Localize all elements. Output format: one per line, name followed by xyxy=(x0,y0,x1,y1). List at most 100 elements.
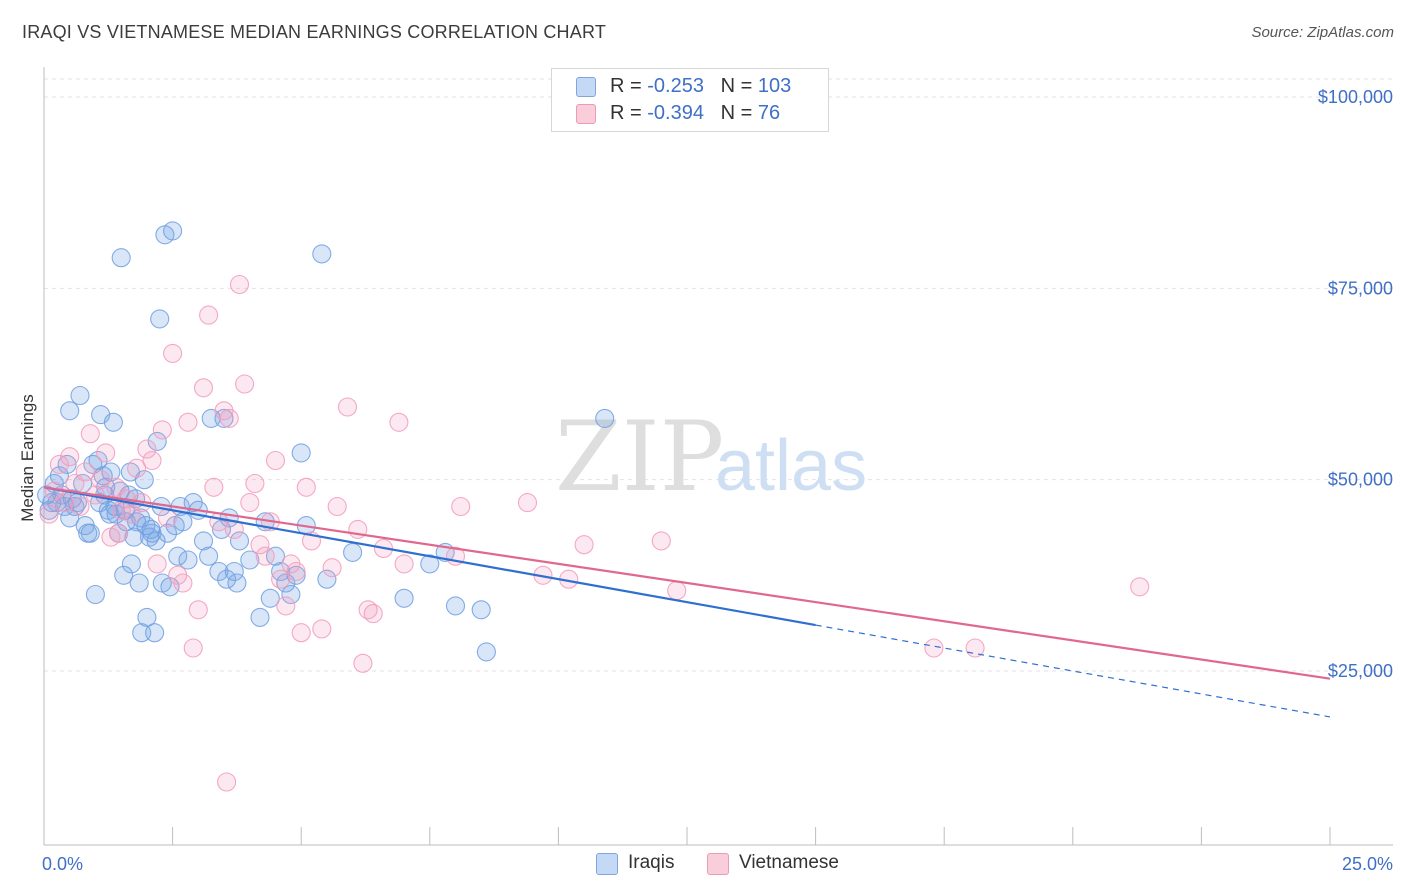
point-iraqis xyxy=(227,573,247,593)
legend-swatch-vietnamese xyxy=(576,104,596,124)
point-iraqis xyxy=(121,554,141,574)
point-vietnamese xyxy=(389,412,409,432)
point-iraqis xyxy=(217,569,237,589)
y-tick-label: $50,000 xyxy=(1328,470,1393,490)
watermark-zip: ZIP xyxy=(555,401,724,513)
legend-r-value: -0.253 xyxy=(647,75,704,97)
legend-spacer xyxy=(704,75,721,97)
point-vietnamese xyxy=(517,493,538,513)
point-iraqis xyxy=(178,550,198,570)
point-vietnamese xyxy=(75,462,95,482)
point-iraqis xyxy=(209,561,229,582)
point-vietnamese xyxy=(245,473,265,494)
legend-n-value: 76 xyxy=(757,102,781,124)
bottom-legend-swatch-iraqis xyxy=(596,853,618,875)
point-iraqis xyxy=(57,454,77,474)
point-vietnamese xyxy=(574,535,594,555)
point-iraqis xyxy=(168,546,188,566)
point-vietnamese xyxy=(312,619,332,639)
point-iraqis xyxy=(163,221,183,241)
point-vietnamese xyxy=(363,604,383,624)
point-vietnamese xyxy=(142,450,162,471)
point-vietnamese xyxy=(265,450,286,471)
point-vietnamese xyxy=(49,454,69,474)
point-iraqis xyxy=(317,569,337,589)
point-vietnamese xyxy=(255,546,275,566)
bottom-legend-label-vietnamese: Vietnamese xyxy=(739,852,839,873)
point-vietnamese xyxy=(127,458,147,478)
point-vietnamese xyxy=(271,569,291,589)
point-iraqis xyxy=(157,523,178,543)
legend-r-value: -0.394 xyxy=(647,102,704,124)
point-vietnamese xyxy=(173,573,193,593)
point-vietnamese xyxy=(217,772,237,792)
point-iraqis xyxy=(595,408,615,428)
point-iraqis xyxy=(199,546,219,566)
watermark: ZIP atlas xyxy=(555,401,867,513)
point-iraqis xyxy=(312,244,332,264)
y-tick-label: $75,000 xyxy=(1328,278,1393,298)
point-iraqis xyxy=(420,554,440,574)
point-vietnamese xyxy=(358,600,378,620)
point-vietnamese xyxy=(667,581,687,601)
point-vietnamese xyxy=(96,443,116,463)
trend-lines xyxy=(43,486,1331,718)
point-vietnamese xyxy=(60,447,80,467)
legend-n-label: N = xyxy=(720,102,758,124)
point-iraqis xyxy=(214,408,234,428)
point-iraqis xyxy=(394,588,414,608)
point-iraqis xyxy=(476,642,496,662)
legend-r-label: R = xyxy=(610,102,648,124)
point-vietnamese xyxy=(229,274,250,295)
point-iraqis xyxy=(136,516,156,536)
point-iraqis xyxy=(260,588,280,608)
y-axis-title: Median Earnings xyxy=(18,394,37,522)
point-vietnamese xyxy=(70,496,90,517)
point-iraqis xyxy=(106,504,126,524)
source-label: Source: ZipAtlas.com xyxy=(1251,24,1394,41)
point-vietnamese xyxy=(451,496,471,517)
point-iraqis xyxy=(103,412,123,432)
legend-swatch-iraqis xyxy=(576,77,596,97)
point-iraqis xyxy=(281,584,301,605)
bottom-legend-swatch-vietnamese xyxy=(707,853,729,875)
point-iraqis xyxy=(137,607,157,627)
point-vietnamese xyxy=(199,305,219,325)
watermark-atlas: atlas xyxy=(715,426,867,506)
legend-text-iraqis: R = -0.253 N = 103 xyxy=(610,75,791,98)
point-iraqis xyxy=(445,596,466,616)
y-tick-label: $25,000 xyxy=(1328,661,1393,681)
point-vietnamese xyxy=(394,554,414,574)
point-vietnamese xyxy=(651,531,671,551)
point-vietnamese xyxy=(152,420,172,440)
point-iraqis xyxy=(60,401,80,421)
point-iraqis xyxy=(193,531,214,551)
point-vietnamese xyxy=(924,638,944,658)
point-vietnamese xyxy=(322,558,342,578)
point-vietnamese xyxy=(91,470,111,490)
point-vietnamese xyxy=(39,504,59,524)
point-vietnamese xyxy=(240,493,260,513)
point-iraqis xyxy=(83,454,103,474)
point-iraqis xyxy=(78,523,98,543)
point-vietnamese xyxy=(193,378,214,398)
point-iraqis xyxy=(129,573,149,593)
point-vietnamese xyxy=(250,535,270,555)
point-vietnamese xyxy=(276,596,296,616)
legend-n-label: N = xyxy=(720,75,758,97)
point-iraqis xyxy=(250,607,270,627)
point-iraqis xyxy=(49,466,69,486)
axis-labels: $25,000 $50,000 $75,000 $100,000 0.0% 25.0% Me… xyxy=(18,87,1393,874)
axes xyxy=(43,67,1393,846)
legend-r-label: R = xyxy=(610,75,648,97)
point-vietnamese xyxy=(188,600,208,620)
point-vietnamese xyxy=(163,343,183,363)
point-iraqis xyxy=(147,431,167,451)
point-vietnamese xyxy=(353,653,373,673)
point-iraqis xyxy=(224,561,244,582)
legend-text-vietnamese: R = -0.394 N = 76 xyxy=(610,102,780,125)
point-vietnamese xyxy=(291,623,311,643)
point-iraqis xyxy=(145,623,165,643)
legend-spacer xyxy=(704,102,721,124)
point-vietnamese xyxy=(55,493,75,513)
